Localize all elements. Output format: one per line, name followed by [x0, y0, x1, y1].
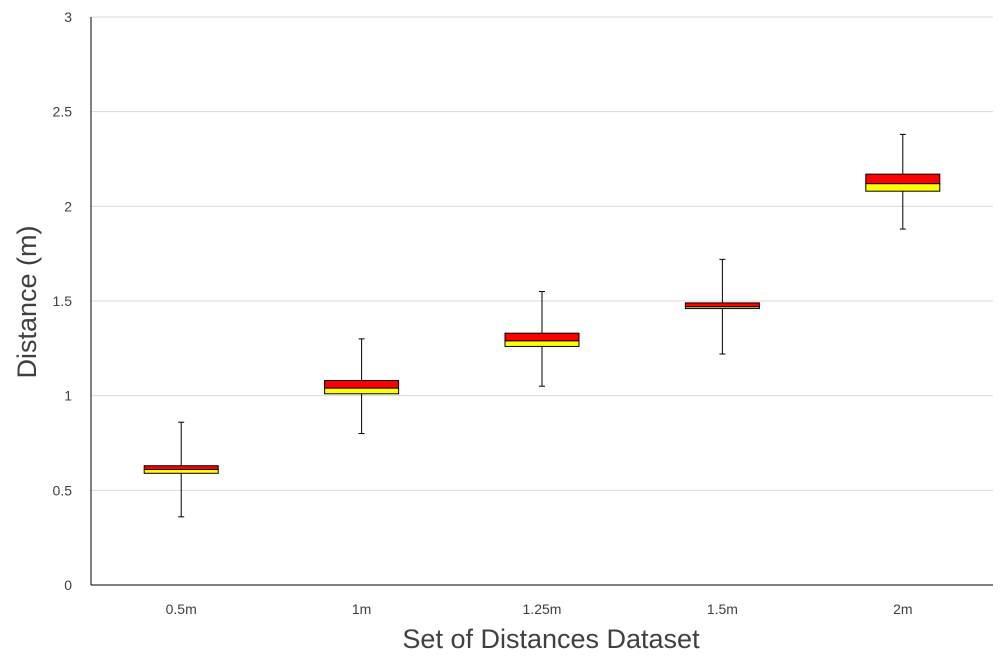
- y-tick-label: 0: [64, 577, 72, 593]
- data-series: [143, 133, 941, 518]
- tick-labels: 0 0.5 1 1.5 2 2.5 3 0.5m 1m 1.25m 1.5m 2m: [53, 9, 913, 617]
- y-axis-title: Distance (m): [12, 225, 42, 378]
- y-tick-label: 1.5: [53, 293, 73, 309]
- x-tick-label: 1m: [352, 601, 371, 617]
- box-upper: [865, 173, 941, 185]
- x-axis-title: Set of Distances Dataset: [402, 624, 700, 654]
- box-lower: [324, 387, 400, 395]
- x-tick-label: 2m: [893, 601, 912, 617]
- box-upper: [143, 465, 219, 471]
- box-lower: [865, 183, 941, 192]
- y-tick-label: 2: [64, 198, 72, 214]
- box-upper: [684, 302, 760, 308]
- y-tick-label: 3: [64, 9, 72, 25]
- y-tick-label: 2.5: [53, 104, 73, 120]
- box-lower: [143, 469, 219, 474]
- x-tick-label: 0.5m: [166, 601, 197, 617]
- gridlines: [91, 16, 993, 491]
- x-tick-label: 1.5m: [707, 601, 738, 617]
- box-upper: [324, 380, 400, 389]
- x-tick-label: 1.25m: [523, 601, 562, 617]
- axes: [90, 17, 993, 586]
- y-tick-label: 1: [64, 388, 72, 404]
- box-upper: [504, 332, 580, 342]
- box-lower: [504, 340, 580, 347]
- y-tick-label: 0.5: [53, 482, 73, 498]
